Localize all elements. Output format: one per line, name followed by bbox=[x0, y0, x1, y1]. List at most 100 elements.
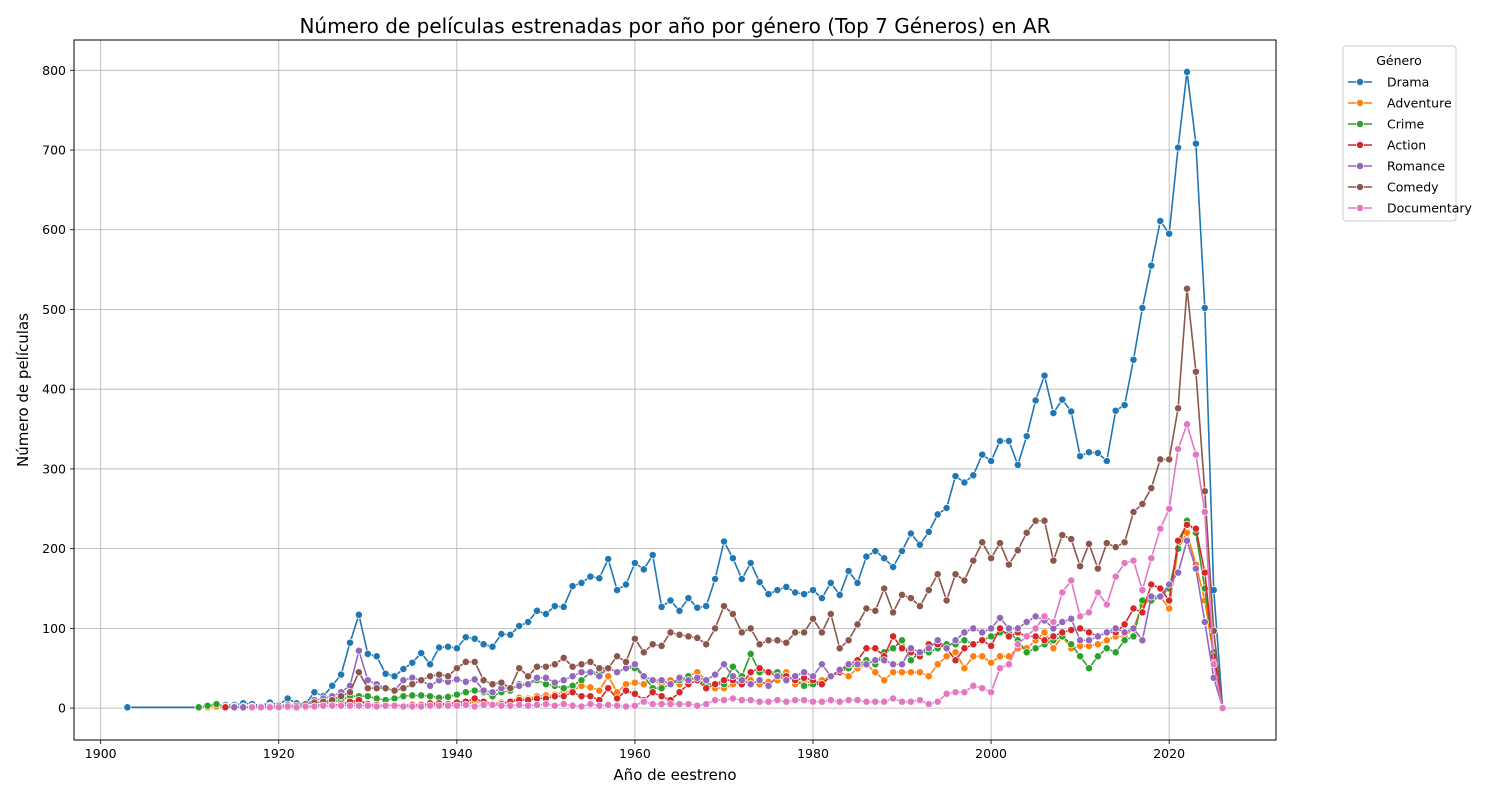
data-point-drama bbox=[1191, 139, 1200, 148]
data-point-action bbox=[675, 688, 684, 697]
data-point-drama bbox=[123, 703, 132, 712]
data-point-crime bbox=[1111, 648, 1120, 657]
data-point-documentary bbox=[515, 700, 524, 709]
data-point-comedy bbox=[996, 539, 1004, 548]
data-point-documentary bbox=[497, 701, 506, 710]
data-point-romance bbox=[951, 636, 960, 645]
data-point-comedy bbox=[1085, 539, 1093, 548]
legend-label-adventure: Adventure bbox=[1387, 96, 1452, 111]
data-point-comedy bbox=[1129, 508, 1138, 516]
data-point-action bbox=[1183, 520, 1191, 529]
data-point-romance bbox=[568, 672, 577, 681]
data-point-drama bbox=[310, 688, 319, 697]
data-point-documentary bbox=[764, 697, 773, 706]
data-point-romance bbox=[978, 628, 987, 637]
data-point-documentary bbox=[452, 701, 461, 710]
data-point-comedy bbox=[639, 648, 648, 657]
data-point-crime bbox=[408, 691, 417, 700]
data-point-documentary bbox=[604, 700, 613, 709]
data-point-adventure bbox=[844, 672, 853, 681]
data-point-crime bbox=[461, 688, 470, 697]
data-point-romance bbox=[889, 660, 898, 669]
data-point-documentary bbox=[559, 700, 568, 709]
x-tick-label: 1920 bbox=[263, 746, 295, 761]
data-point-crime bbox=[906, 656, 915, 665]
data-point-action bbox=[1040, 636, 1049, 645]
data-point-action bbox=[657, 692, 666, 701]
data-point-romance bbox=[1076, 636, 1085, 645]
legend-marker-adventure bbox=[1356, 99, 1364, 107]
data-point-comedy bbox=[559, 653, 568, 662]
data-point-documentary bbox=[817, 697, 826, 706]
data-point-romance bbox=[853, 660, 862, 669]
data-point-drama bbox=[853, 578, 862, 587]
data-point-crime bbox=[898, 636, 906, 645]
data-point-drama bbox=[693, 603, 702, 612]
data-point-crime bbox=[1022, 648, 1031, 657]
data-point-romance bbox=[399, 676, 408, 685]
data-point-documentary bbox=[791, 696, 800, 705]
data-point-comedy bbox=[488, 680, 497, 689]
x-tick-label: 1960 bbox=[619, 746, 651, 761]
data-point-drama bbox=[488, 642, 497, 651]
data-point-documentary bbox=[1183, 420, 1191, 429]
data-point-comedy bbox=[1174, 404, 1183, 413]
data-point-action bbox=[1156, 584, 1165, 593]
data-point-romance bbox=[595, 672, 604, 681]
data-point-comedy bbox=[1067, 535, 1076, 544]
data-point-drama bbox=[595, 574, 604, 583]
data-point-documentary bbox=[1004, 660, 1013, 669]
data-point-comedy bbox=[1004, 560, 1013, 569]
data-point-drama bbox=[951, 472, 960, 481]
data-point-drama bbox=[978, 450, 987, 459]
data-point-drama bbox=[871, 547, 880, 555]
plot-area-frame bbox=[73, 39, 1277, 741]
data-point-drama bbox=[960, 478, 969, 487]
series-romance bbox=[230, 536, 1227, 712]
data-point-drama bbox=[764, 590, 773, 599]
data-point-documentary bbox=[354, 701, 363, 710]
data-point-comedy bbox=[515, 664, 524, 673]
data-point-documentary bbox=[577, 702, 586, 711]
data-point-drama bbox=[773, 586, 782, 595]
data-point-crime bbox=[1085, 664, 1093, 673]
data-point-crime bbox=[1129, 632, 1138, 641]
data-point-drama bbox=[1067, 407, 1076, 416]
data-point-drama bbox=[1174, 143, 1183, 152]
data-point-comedy bbox=[435, 670, 444, 679]
data-point-romance bbox=[239, 703, 248, 712]
data-point-romance bbox=[817, 660, 826, 669]
data-point-comedy bbox=[1049, 556, 1058, 565]
data-point-romance bbox=[586, 668, 595, 677]
legend-marker-drama bbox=[1356, 78, 1364, 86]
y-tick-label: 300 bbox=[42, 461, 66, 476]
data-point-comedy bbox=[871, 606, 880, 615]
data-point-comedy bbox=[693, 633, 702, 642]
data-point-comedy bbox=[630, 634, 639, 643]
data-point-romance bbox=[657, 676, 666, 685]
data-point-comedy bbox=[809, 614, 817, 623]
data-point-crime bbox=[470, 686, 479, 695]
data-point-documentary bbox=[773, 696, 782, 705]
data-point-documentary bbox=[506, 701, 515, 710]
data-point-comedy bbox=[987, 554, 996, 563]
data-point-comedy bbox=[906, 594, 915, 603]
data-point-documentary bbox=[274, 703, 283, 712]
data-point-drama bbox=[1138, 303, 1147, 312]
data-point-drama bbox=[1120, 401, 1129, 410]
data-point-documentary bbox=[399, 702, 408, 711]
data-point-drama bbox=[1013, 460, 1022, 469]
data-point-comedy bbox=[657, 641, 666, 650]
data-point-romance bbox=[1138, 636, 1147, 645]
data-point-comedy bbox=[595, 664, 604, 673]
data-point-comedy bbox=[524, 672, 533, 681]
data-point-crime bbox=[363, 692, 372, 701]
data-point-documentary bbox=[639, 697, 648, 706]
data-point-crime bbox=[1120, 636, 1129, 645]
data-point-romance bbox=[577, 668, 586, 677]
data-point-comedy bbox=[586, 657, 595, 666]
data-point-romance bbox=[711, 670, 720, 679]
data-point-comedy bbox=[1102, 539, 1111, 548]
data-point-comedy bbox=[978, 538, 987, 547]
data-point-adventure bbox=[1165, 604, 1174, 613]
